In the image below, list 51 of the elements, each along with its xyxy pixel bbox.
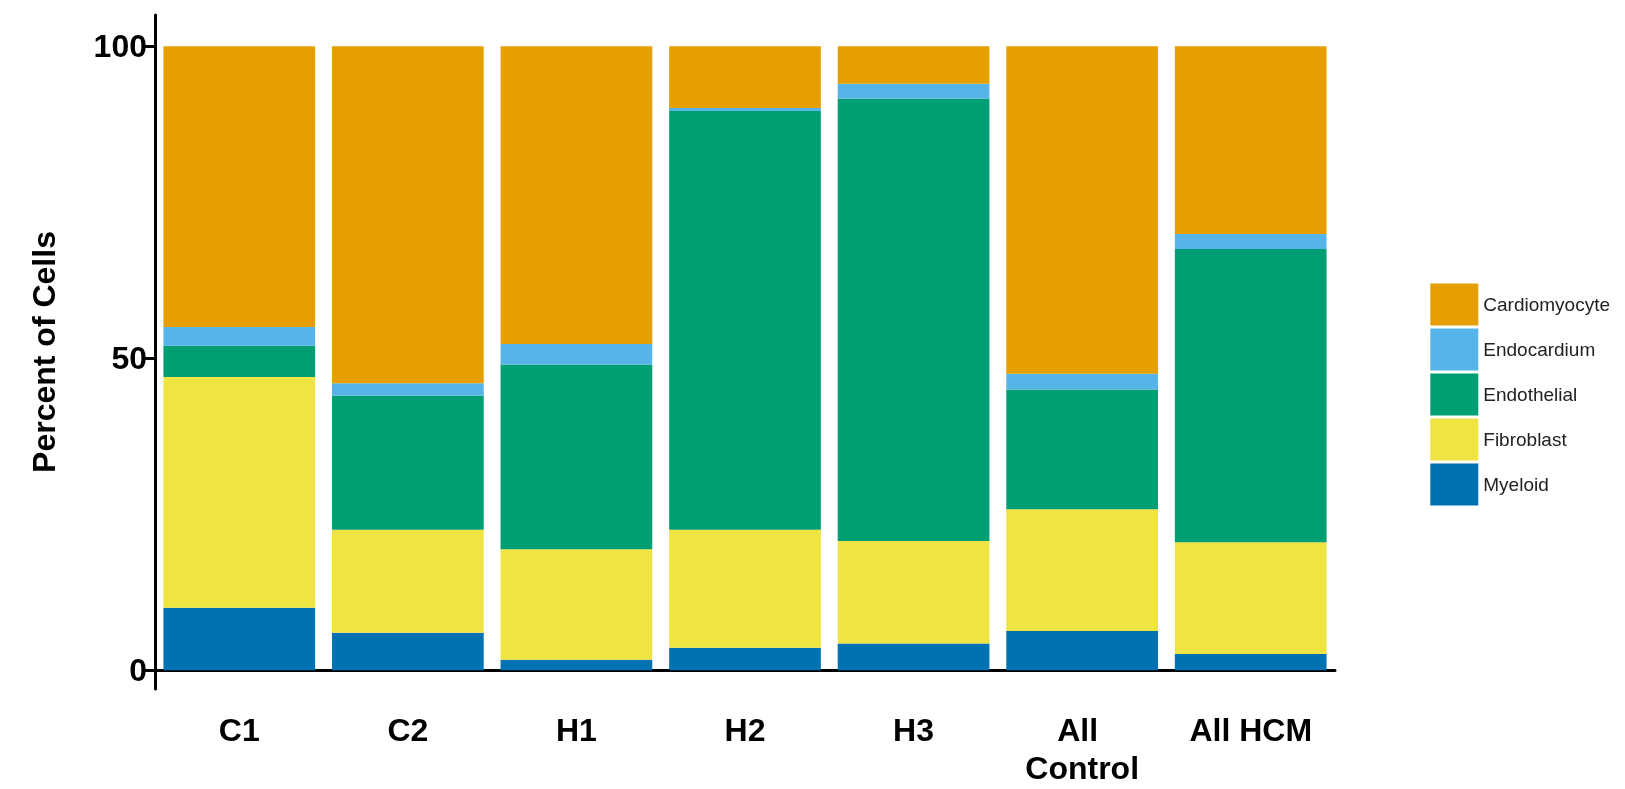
bar (837, 541, 990, 644)
bar (1006, 389, 1158, 510)
bar (1174, 234, 1327, 250)
bar (332, 383, 484, 396)
bar (163, 376, 316, 608)
bar (163, 46, 316, 328)
legend-label: Endothelial (1483, 384, 1578, 405)
bar (1006, 46, 1158, 374)
bar (163, 345, 316, 377)
y-tick-label: 0 (129, 652, 147, 689)
legend-label: Endocardium (1483, 339, 1596, 360)
x-tick-label: All HCM (1189, 712, 1313, 748)
bar (837, 46, 990, 84)
x-tick-label: H2 (724, 712, 766, 748)
bar (163, 327, 316, 346)
x-tick-label: C2 (387, 712, 429, 748)
bar (1174, 542, 1327, 655)
bar (669, 529, 821, 648)
bar (500, 659, 653, 671)
bar (837, 83, 990, 99)
bar (1174, 46, 1327, 235)
x-tick-label: H1 (555, 712, 597, 748)
bar (332, 529, 484, 633)
y-tick-label: 100 (93, 28, 147, 65)
bar (669, 111, 821, 530)
bar (500, 46, 653, 344)
bar (669, 107, 821, 112)
bar (669, 647, 821, 671)
y-axis-title: Percent of Cells (26, 231, 62, 473)
bar (1174, 249, 1327, 543)
x-tick-label: C1 (218, 712, 260, 748)
bar (332, 632, 484, 671)
x-tick-label: H3 (893, 712, 935, 748)
bar (500, 343, 653, 365)
bar (163, 607, 316, 671)
legend-label: Fibroblast (1483, 429, 1568, 450)
bar (1174, 654, 1327, 671)
bar (500, 549, 653, 660)
bar (837, 98, 990, 542)
bar (1006, 630, 1158, 671)
y-tick-label: 50 (111, 340, 147, 377)
bar (500, 364, 653, 550)
bar (1006, 509, 1158, 631)
x-tick-label: All Control (1025, 712, 1140, 786)
legend-label: Myeloid (1483, 474, 1549, 495)
bar (332, 46, 484, 384)
bar (1006, 373, 1158, 390)
legend-label: Cardiomyocyte (1483, 294, 1611, 315)
bar (837, 643, 990, 671)
bar (332, 395, 484, 530)
bar (669, 46, 821, 108)
